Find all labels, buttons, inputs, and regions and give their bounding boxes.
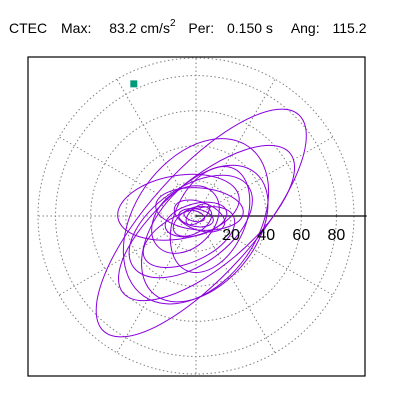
max-unit-base: cm/s: [140, 20, 170, 36]
orbit-ellipse: [164, 201, 228, 238]
ang-label: Ang:: [290, 20, 320, 36]
orbit-ellipse: [128, 174, 253, 279]
header: CTEC Max: 83.2 cm/s2 Per: 0.150 s Ang: 1…: [9, 18, 367, 38]
radial-tick-labels: 20 40 60 80: [222, 227, 345, 244]
orbit-ellipse: [141, 164, 269, 303]
orbit-ellipse: [118, 144, 296, 302]
orbit-traces: [95, 108, 307, 338]
peak-marker: [130, 80, 138, 88]
station-code: CTEC: [9, 20, 48, 36]
per-value: 0.150 s: [226, 20, 273, 36]
max-value: 83.2: [109, 20, 137, 36]
tick-label: 20: [222, 227, 240, 244]
orbit-ellipse: [178, 208, 214, 228]
orbit-ellipse: [151, 185, 220, 254]
grid-spoke: [195, 136, 334, 217]
ang-value: 115.2: [332, 20, 367, 36]
tick-label: 40: [257, 227, 275, 244]
grid-spoke: [58, 215, 197, 296]
orbit-ellipse: [117, 173, 240, 241]
peak-marker-layer: [130, 80, 138, 88]
tick-label: 80: [328, 227, 346, 244]
max-unit: cm/s2: [140, 18, 175, 38]
tick-label: 60: [292, 227, 310, 244]
max-label: Max:: [61, 20, 92, 36]
per-label: Per:: [188, 20, 215, 36]
orbit-ellipse: [122, 138, 270, 305]
orbit-ellipse: [173, 199, 226, 233]
grid-spoke: [195, 78, 276, 217]
orbit-ellipse: [185, 203, 210, 226]
orbit-ellipse: [169, 165, 251, 274]
max-unit-exponent: 2: [169, 18, 176, 29]
orbit-ellipse: [183, 209, 206, 223]
orbit-ellipse: [95, 108, 307, 338]
